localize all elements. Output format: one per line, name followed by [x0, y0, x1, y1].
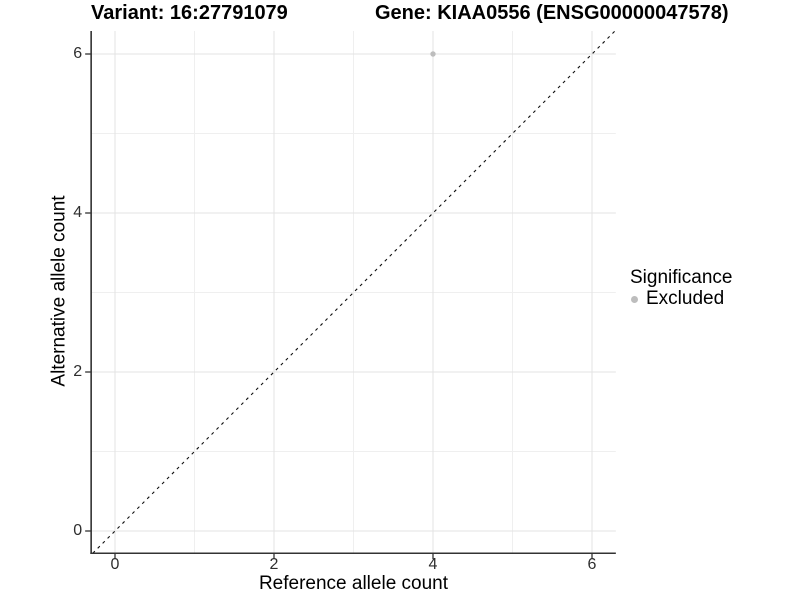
legend: Significance Excluded — [630, 268, 732, 309]
x-axis-label: Reference allele count — [258, 573, 449, 594]
plot-title-variant: Variant: 16:27791079 — [91, 2, 288, 24]
legend-item-label: Excluded — [646, 288, 725, 309]
legend-title: Significance — [630, 267, 733, 288]
data-point — [430, 51, 436, 57]
y-axis-label: Alternative allele count — [48, 195, 70, 387]
plot-title-gene: Gene: KIAA0556 (ENSG00000047578) — [375, 2, 729, 24]
legend-marker-circle-icon — [631, 295, 638, 303]
legend-item-excluded: Excluded — [630, 289, 732, 309]
